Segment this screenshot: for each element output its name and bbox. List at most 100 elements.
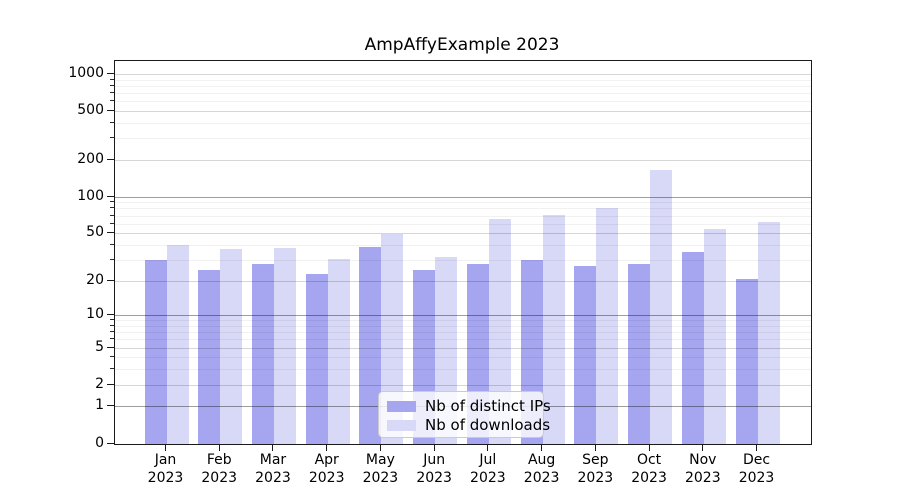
y-tick-label: 1 (95, 397, 104, 414)
y-minor-tick-mark (110, 137, 114, 139)
gridline-major (115, 74, 811, 75)
y-tick-mark (107, 442, 114, 444)
bar-distinct-ips-oct (628, 263, 651, 444)
y-tick-mark (107, 279, 114, 281)
x-tick-month: Dec (742, 452, 771, 468)
gridline-minor (115, 93, 811, 95)
plot-area (114, 60, 812, 445)
gridline-minor (115, 215, 811, 217)
x-tick-year: 2023 (738, 469, 775, 486)
x-tick-mark (756, 444, 758, 451)
y-tick-label: 500 (77, 102, 104, 119)
y-tick-label: 0 (95, 434, 104, 451)
x-tick-month: May (365, 452, 395, 468)
gridline-minor (115, 208, 811, 210)
x-tick-label: Oct 2023 (614, 452, 684, 487)
y-minor-tick-mark (110, 92, 114, 94)
gridline-minor (115, 79, 811, 81)
x-tick-label: Dec 2023 (722, 452, 792, 487)
legend: Nb of distinct IPs Nb of downloads (378, 391, 551, 438)
gridline-minor (115, 122, 811, 124)
y-tick-mark (107, 73, 114, 74)
legend-swatch-distinct-ips (387, 401, 416, 412)
x-tick-mark (272, 444, 274, 451)
bar-downloads-jan (166, 245, 189, 444)
y-tick-mark (107, 195, 114, 197)
y-tick-label: 100 (77, 187, 104, 204)
x-tick-label: Aug 2023 (507, 452, 577, 487)
x-tick-mark (487, 444, 489, 451)
y-tick-label: 2 (95, 375, 104, 392)
x-tick-label: Jan 2023 (131, 452, 201, 487)
x-tick-label: Sep 2023 (560, 452, 630, 487)
y-tick-label: 20 (86, 271, 104, 288)
x-tick-mark (165, 444, 166, 451)
x-tick-year: 2023 (631, 469, 667, 486)
gridline-major (115, 159, 811, 161)
y-minor-tick-mark (110, 338, 114, 340)
x-tick-label: May 2023 (345, 452, 415, 487)
x-tick-year: 2023 (416, 469, 452, 486)
x-tick-mark (648, 444, 650, 451)
legend-label-distinct-ips: Nb of distinct IPs (425, 397, 551, 415)
y-tick-mark (107, 405, 114, 407)
y-minor-tick-mark (110, 319, 114, 321)
x-tick-year: 2023 (684, 469, 721, 486)
x-tick-year: 2023 (201, 469, 238, 486)
bar-downloads-aug (542, 215, 565, 444)
x-tick-month: Jul (479, 452, 497, 468)
x-tick-mark (379, 444, 381, 451)
y-minor-tick-mark (110, 222, 114, 224)
y-tick-mark (107, 383, 114, 385)
gridline-minor (115, 202, 811, 204)
x-tick-year: 2023 (523, 469, 560, 486)
bar-distinct-ips-sep (574, 265, 597, 444)
x-tick-month: Jan (154, 452, 177, 468)
y-minor-tick-mark (110, 258, 114, 260)
y-tick-label: 200 (77, 150, 104, 167)
y-tick-label: 10 (86, 306, 104, 323)
bar-downloads-feb (220, 249, 243, 444)
x-tick-mark (702, 444, 704, 451)
bar-downloads-nov (703, 228, 726, 444)
bar-distinct-ips-apr (305, 274, 328, 444)
x-tick-month: Feb (206, 452, 232, 468)
legend-item-distinct-ips: Nb of distinct IPs (387, 397, 551, 416)
legend-item-downloads: Nb of downloads (387, 416, 550, 435)
bar-downloads-sep (596, 208, 619, 444)
y-tick-label: 5 (95, 338, 104, 355)
x-tick-mark (218, 444, 220, 451)
bar-distinct-ips-may (359, 246, 382, 444)
y-tick-mark (107, 232, 114, 234)
gridline-minor (115, 138, 811, 140)
x-tick-mark (594, 444, 596, 451)
x-tick-mark (433, 444, 435, 451)
legend-swatch-downloads (387, 420, 416, 431)
gridline-major (115, 196, 811, 198)
x-tick-month: Nov (689, 452, 717, 468)
x-tick-month: Mar (259, 452, 287, 468)
x-tick-year: 2023 (147, 469, 184, 486)
x-tick-mark (541, 444, 543, 451)
x-tick-month: Sep (582, 452, 609, 468)
bar-downloads-dec (757, 222, 780, 444)
bar-distinct-ips-dec (735, 278, 758, 444)
x-tick-month: Aug (527, 452, 556, 468)
x-tick-month: Apr (314, 452, 339, 468)
y-minor-tick-mark (110, 78, 114, 80)
y-minor-tick-mark (110, 368, 114, 370)
y-minor-tick-mark (110, 331, 114, 333)
bar-distinct-ips-feb (198, 269, 221, 444)
x-tick-year: 2023 (470, 469, 506, 486)
x-tick-label: Feb 2023 (184, 452, 254, 487)
y-minor-tick-mark (110, 84, 114, 86)
y-minor-tick-mark (110, 243, 114, 245)
bar-distinct-ips-mar (251, 263, 274, 444)
bar-downloads-oct (650, 169, 673, 444)
bar-distinct-ips-jan (144, 260, 167, 444)
x-tick-year: 2023 (577, 469, 614, 486)
x-tick-year: 2023 (362, 469, 399, 486)
legend-label-downloads: Nb of downloads (425, 416, 551, 434)
bar-downloads-mar (273, 248, 296, 444)
x-tick-label: Nov 2023 (668, 452, 738, 487)
